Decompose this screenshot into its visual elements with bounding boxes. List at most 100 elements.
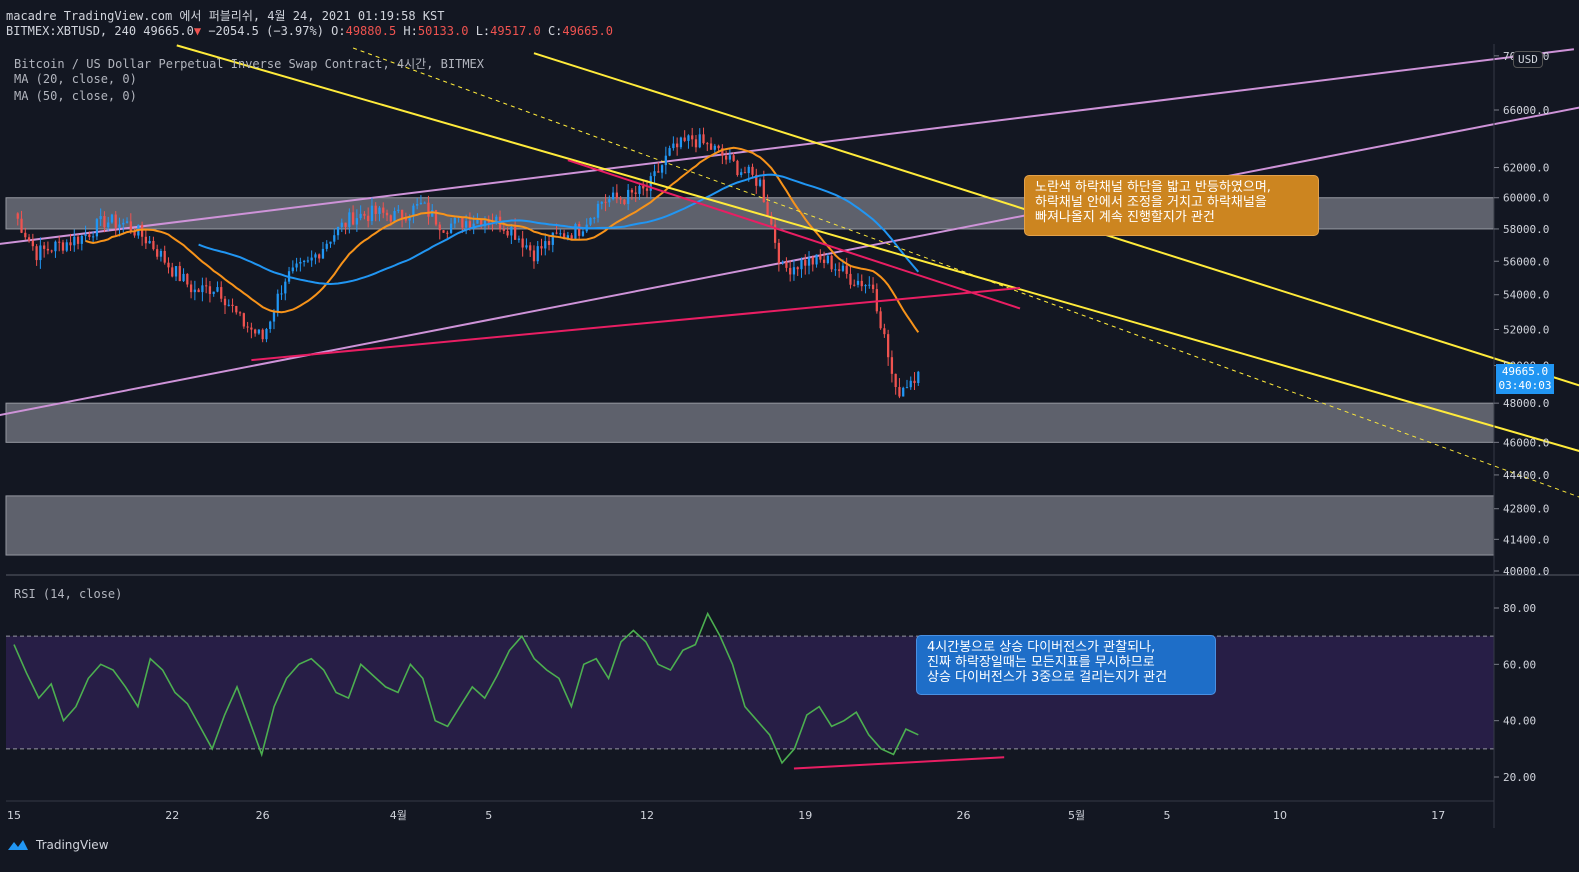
- chart-title: Bitcoin / US Dollar Perpetual Inverse Sw…: [14, 57, 485, 71]
- candle-body: [638, 185, 641, 194]
- candle-body: [627, 189, 630, 205]
- candle-body: [118, 224, 121, 228]
- candle-body: [201, 285, 204, 293]
- candle-body: [272, 311, 276, 322]
- candle-body: [223, 298, 227, 306]
- candle-body: [510, 226, 513, 236]
- wedge-lower-line: [251, 286, 1021, 362]
- candle-body: [431, 210, 434, 217]
- candle-body: [318, 254, 321, 259]
- candle-body: [208, 286, 212, 294]
- candle-body: [570, 235, 573, 239]
- x-tick-label: 12: [640, 809, 654, 822]
- candle-body: [152, 240, 155, 250]
- candle-body: [246, 326, 249, 328]
- candle-body: [284, 281, 287, 294]
- candle-body: [24, 232, 27, 238]
- candle-body: [615, 192, 618, 199]
- x-tick-label: 5: [1163, 809, 1170, 822]
- y-tick-label: 41400.0: [1503, 533, 1549, 546]
- candle-body: [525, 245, 528, 248]
- high-label: H:: [403, 24, 418, 38]
- channel-lines: [176, 44, 1579, 498]
- candle-body: [238, 312, 242, 314]
- candle-body: [875, 289, 878, 312]
- x-tick-label: 4월: [390, 809, 407, 822]
- channel-upper-line: [533, 52, 1579, 387]
- candle-body: [604, 201, 607, 203]
- candle-body: [73, 236, 76, 246]
- candle-body: [54, 241, 57, 252]
- candle-body: [887, 334, 890, 358]
- y-tick-label: 62000.0: [1503, 162, 1549, 175]
- moving-averages: [85, 146, 920, 333]
- x-tick-label: 10: [1273, 809, 1287, 822]
- candle-body: [691, 135, 694, 140]
- candle-body: [468, 221, 472, 228]
- ma20-legend[interactable]: MA (20, close, 0): [14, 72, 137, 86]
- y-tick-label: 40000.0: [1503, 565, 1549, 578]
- candle-body: [351, 212, 355, 225]
- open-value: 49880.5: [345, 24, 397, 38]
- price-zone: [5, 402, 1495, 443]
- candle-body: [724, 155, 728, 160]
- lower-annotation[interactable]: 4시간봉으로 상승 다이버전스가 관찰되나, 진짜 하락장일때는 모든지표를 무…: [916, 635, 1216, 695]
- rsi-legend[interactable]: RSI (14, close): [14, 587, 123, 601]
- channel-mid-line: [352, 47, 1579, 498]
- candle-body: [174, 266, 178, 277]
- candle-body: [758, 179, 762, 186]
- candle-body: [657, 171, 660, 173]
- candle-body: [404, 218, 407, 221]
- ma20-line: [85, 146, 920, 333]
- candle-body: [310, 257, 313, 261]
- candle-body: [593, 217, 596, 219]
- candle-body: [397, 209, 400, 211]
- candle-body: [257, 329, 261, 334]
- candle-body: [423, 202, 426, 204]
- x-tick-label: 5: [485, 809, 492, 822]
- candle-body: [841, 265, 845, 271]
- candle-body: [182, 273, 185, 282]
- candle-body: [69, 242, 72, 246]
- y-tick-label: 48000.0: [1503, 397, 1549, 410]
- candle-body: [212, 291, 215, 294]
- lower-annotation-line: 상승 다이버전스가 3중으로 걸리는지가 관건: [927, 670, 1168, 685]
- candle-body: [883, 328, 886, 335]
- candle-body: [103, 216, 106, 228]
- close-value: 49665.0: [562, 24, 613, 38]
- candle-body: [751, 166, 754, 175]
- currency-button[interactable]: USD: [1513, 51, 1543, 68]
- candle-body: [367, 215, 370, 222]
- candle-body: [480, 219, 483, 227]
- candle-body: [43, 245, 46, 249]
- lower-annotation-line: 진짜 하락장일때는 모든지표를 무시하므로: [927, 655, 1155, 670]
- last-price-tag: 49665.0 03:40:03: [1496, 364, 1554, 394]
- candle-body: [721, 148, 724, 156]
- upper-annotation[interactable]: 노란색 하락채널 하단을 밟고 반등하였으며, 하락채널 안에서 조정을 거치고…: [1024, 175, 1319, 236]
- x-tick-label: 26: [957, 809, 971, 822]
- candle-body: [608, 199, 611, 203]
- rsi-divergence-line: [793, 756, 1005, 770]
- candle-body: [856, 280, 860, 285]
- x-tick-label: 26: [256, 809, 270, 822]
- candle-body: [91, 236, 95, 238]
- candle-body: [416, 204, 419, 206]
- candle-body: [679, 137, 683, 148]
- candle-body: [668, 148, 671, 156]
- candle-body: [140, 224, 144, 237]
- y-tick-label: 52000.0: [1503, 323, 1549, 336]
- candle-body: [235, 305, 238, 313]
- candle-body: [400, 209, 404, 219]
- candle-body: [129, 221, 132, 231]
- candle-body: [713, 145, 716, 150]
- candle-body: [789, 267, 792, 275]
- candle-body: [50, 250, 53, 252]
- ma50-legend[interactable]: MA (50, close, 0): [14, 89, 137, 103]
- upper-annotation-line: 빠져나올지 계속 진행할지가 관건: [1035, 210, 1215, 225]
- candle-body: [540, 246, 543, 249]
- candle-body: [76, 236, 80, 244]
- candle-body: [412, 205, 415, 217]
- candle-body: [743, 172, 747, 174]
- close-label: C:: [547, 24, 563, 38]
